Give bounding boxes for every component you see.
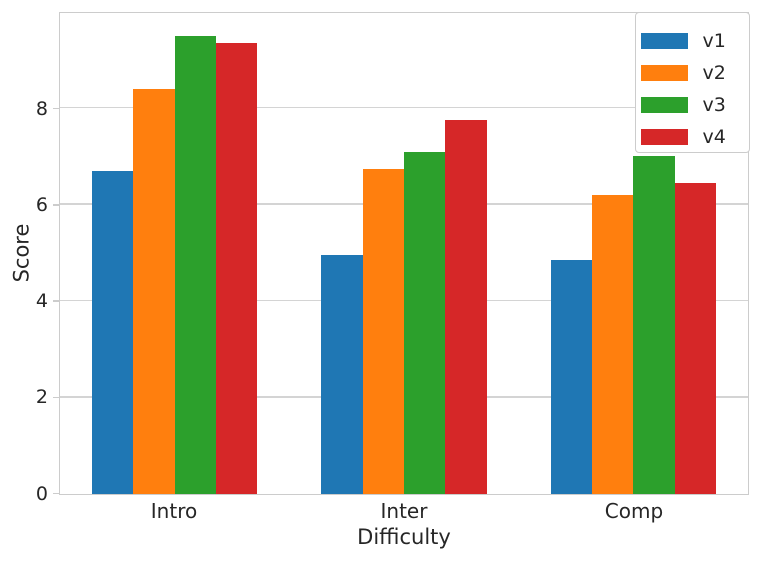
y-tick-label: 6 [35,193,48,216]
bar-v1-intro [92,170,134,494]
x-axis-label: Difficulty [357,525,451,549]
legend-label-v4: v4 [702,125,726,148]
legend-label-v2: v2 [702,61,726,84]
legend: v1 v2 v3 v4 [634,11,750,153]
legend-swatch-v2 [640,64,688,81]
bar-group-intro [60,13,289,494]
legend-item-v3: v3 [636,89,749,121]
bar-v2-intro [133,88,175,494]
bar-v1-inter [321,255,363,494]
bar-v4-comp [674,182,716,494]
y-tick-mark [53,204,59,206]
y-tick-mark [53,396,59,398]
bar-v2-inter [362,168,404,494]
bar-v1-comp [550,260,593,494]
y-tick-label: 8 [35,97,48,120]
legend-swatch-v1 [640,32,688,49]
plot-area: v1 v2 v3 v4 [59,11,750,495]
x-tick-label-inter: Inter [380,499,428,523]
bar-v2-comp [592,195,634,494]
bar-v3-inter [403,151,446,494]
legend-swatch-v3 [640,96,688,113]
legend-label-v1: v1 [702,29,726,52]
gridline-y-8 [60,106,748,109]
legend-item-v4: v4 [636,121,749,153]
bar-group-inter [289,13,518,494]
y-tick-label: 0 [35,482,48,505]
bar-v4-intro [215,43,258,494]
y-tick-label: 2 [35,386,48,409]
x-tick-label-intro: Intro [150,499,198,523]
bar-group-comp [519,13,748,494]
y-tick-mark [53,300,59,302]
bar-v3-comp [633,156,675,494]
legend-item-v2: v2 [636,57,749,89]
legend-item-v1: v1 [636,25,749,57]
y-tick-mark [53,107,59,110]
legend-swatch-v4 [640,128,688,145]
y-tick-mark [53,492,59,495]
y-tick-label: 4 [35,290,48,313]
bar-v3-intro [174,35,216,494]
x-tick-label-comp: Comp [604,499,664,523]
legend-label-v3: v3 [702,93,726,116]
bar-v4-inter [445,120,487,494]
y-axis-label: Score [9,223,34,283]
